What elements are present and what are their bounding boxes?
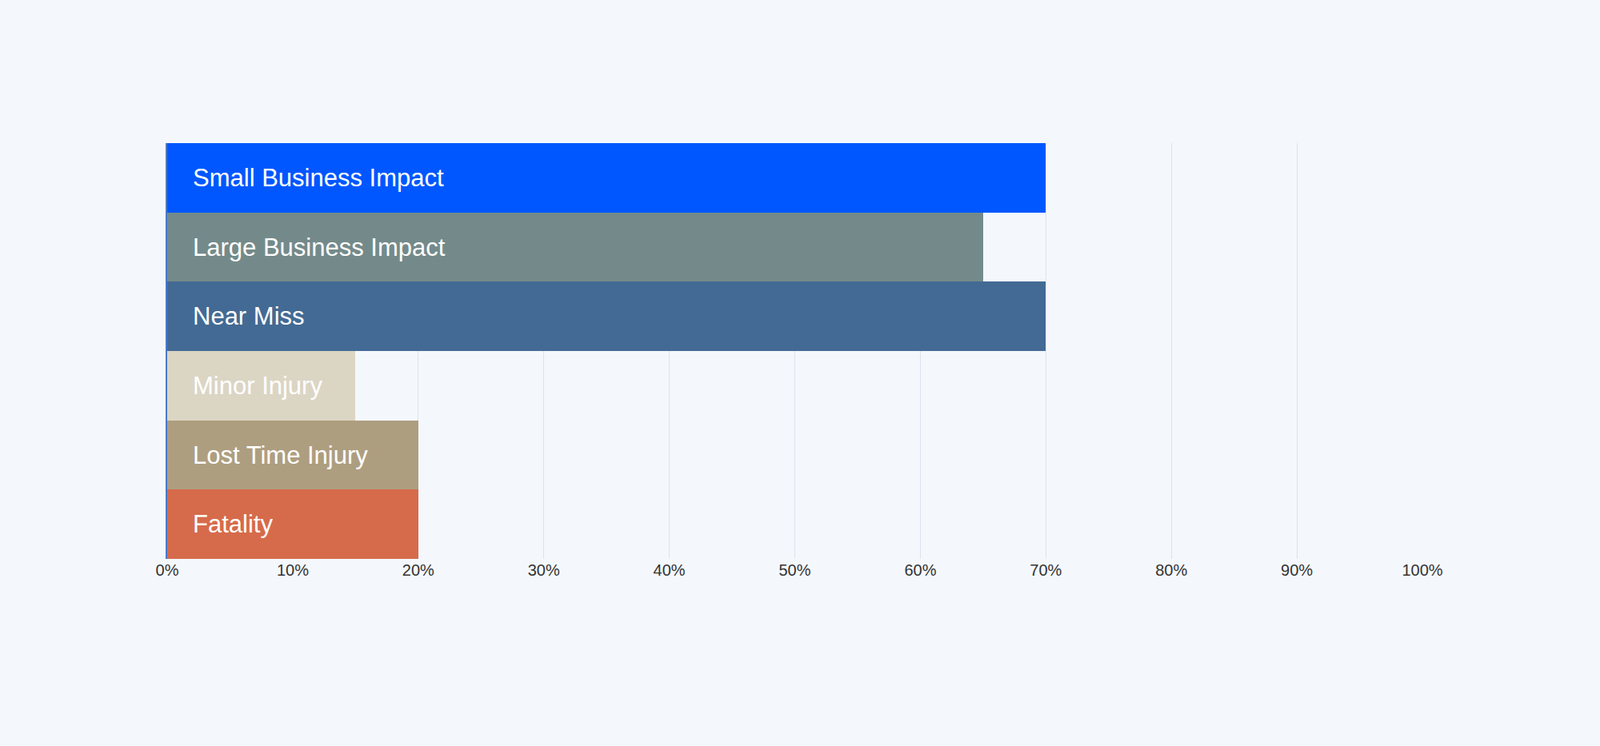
svg-text:Fatality: Fatality — [192, 510, 273, 539]
svg-text:Lost Time Injury: Lost Time Injury — [192, 441, 368, 470]
svg-text:60%: 60% — [904, 561, 936, 580]
svg-text:Large Business Impact: Large Business Impact — [192, 233, 446, 262]
svg-text:10%: 10% — [276, 561, 309, 580]
svg-text:20%: 20% — [402, 561, 435, 580]
svg-text:0%: 0% — [156, 561, 180, 580]
svg-text:80%: 80% — [1155, 561, 1188, 580]
svg-text:Near Miss: Near Miss — [192, 302, 305, 331]
svg-text:90%: 90% — [1280, 561, 1313, 580]
svg-text:70%: 70% — [1029, 561, 1062, 580]
svg-text:50%: 50% — [778, 561, 811, 580]
svg-text:Small Business Impact: Small Business Impact — [192, 164, 444, 192]
svg-text:30%: 30% — [528, 561, 560, 580]
svg-text:100%: 100% — [1401, 561, 1443, 580]
svg-text:Minor Injury: Minor Injury — [192, 372, 323, 400]
svg-text:40%: 40% — [653, 561, 686, 580]
